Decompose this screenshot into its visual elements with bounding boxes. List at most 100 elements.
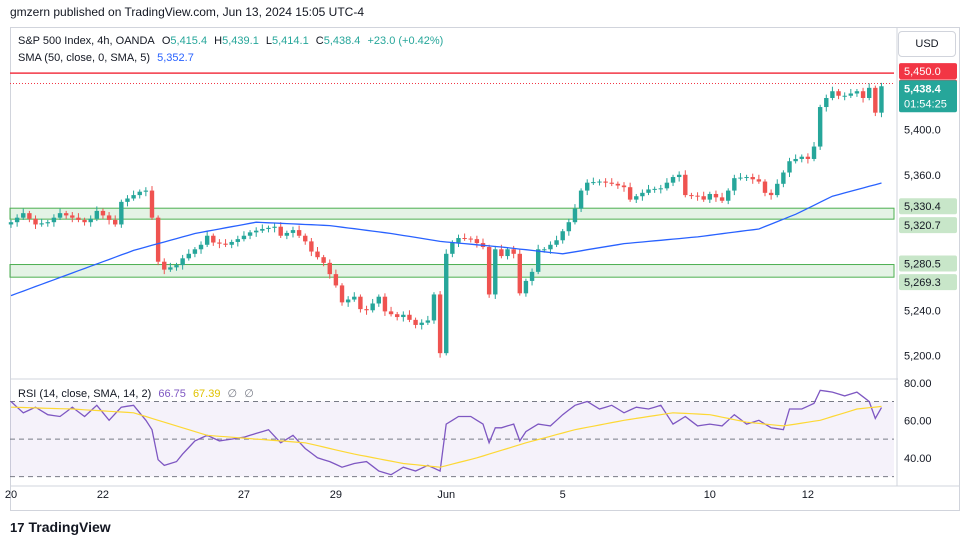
candle-body [284, 232, 290, 236]
sma-label: SMA (50, close, 0, SMA, 5) [18, 52, 151, 64]
candle-body [566, 222, 572, 232]
candle-body [70, 215, 75, 218]
rsi-sma-value: 67.39 [192, 388, 221, 400]
candle-body [781, 172, 786, 184]
support-zone-1 [9, 264, 895, 278]
candle-body [572, 208, 578, 223]
candle-body [646, 189, 651, 193]
rsi-tick-label: 80.00 [904, 378, 932, 390]
candle-body [437, 294, 443, 354]
candle-body [296, 230, 302, 236]
candle-body [511, 249, 516, 254]
candle-body [830, 91, 835, 98]
candle-body [817, 107, 823, 147]
candle-body [388, 311, 394, 315]
candle-body [732, 178, 737, 191]
candle-body [198, 244, 204, 250]
candle-body [542, 249, 547, 251]
rsi-line [10, 389, 883, 476]
price-label-bg [899, 80, 957, 113]
candle-body [609, 182, 614, 184]
publisher-note: gmzern published on TradingView.com, Jun… [10, 5, 364, 19]
candle-body [762, 181, 768, 193]
rsi-tick-label: 60.00 [904, 415, 932, 427]
candle-body [155, 217, 161, 262]
candle-body [707, 193, 713, 200]
candle-body [352, 296, 357, 300]
candle-body [676, 174, 682, 178]
candle-body [235, 239, 241, 242]
candle-body [358, 296, 363, 310]
candle-body [247, 232, 253, 236]
candle-body [125, 198, 130, 202]
candle-body [867, 87, 872, 98]
support-zone-0 [9, 207, 895, 220]
candle-body [229, 241, 234, 245]
candle-body [603, 181, 608, 183]
candle-body [149, 190, 155, 218]
candle-body [499, 249, 504, 257]
candle-body [615, 183, 621, 186]
candle-body [100, 210, 106, 216]
candle-body [627, 187, 633, 200]
sma-line [10, 182, 882, 297]
candle-body [204, 235, 210, 245]
candle-body [560, 231, 565, 241]
candle-body [640, 192, 645, 197]
candle-body [493, 249, 498, 295]
tradingview-logo-icon: 17 [10, 519, 25, 535]
low-value: 5,414.1 [272, 35, 309, 47]
candle-body [401, 314, 406, 318]
price-tick-label: 5,400.0 [904, 125, 941, 137]
currency-button[interactable]: USD [898, 31, 956, 57]
candle-body [106, 215, 112, 220]
candle-body [431, 294, 437, 321]
candle-body [364, 309, 369, 311]
price-label-bg [899, 63, 957, 80]
candle-body [241, 235, 247, 240]
price-tick-label: 5,200.0 [904, 350, 941, 362]
candle-body [174, 265, 179, 268]
candle-body [450, 242, 455, 254]
candle-body [27, 213, 32, 219]
candle-body [634, 196, 639, 200]
change-value: +23.0 (+0.42%) [367, 35, 444, 47]
candle-body [303, 235, 308, 242]
candle-body [33, 218, 38, 225]
price-label-bg [899, 255, 957, 272]
candle-body [63, 213, 69, 216]
candle-body [670, 177, 676, 183]
rsi-label: RSI (14, close, SMA, 14, 2) [18, 388, 152, 400]
price-label: 5,280.5 [904, 259, 941, 271]
price-label: 5,450.0 [904, 66, 941, 78]
candle-body [394, 314, 400, 318]
tradingview-footer: 17 TradingView [10, 519, 111, 535]
candle-body [119, 201, 124, 225]
price-label: 5,320.7 [904, 220, 941, 232]
candle-body [315, 251, 320, 258]
candle-body [382, 296, 388, 312]
footer-brand: TradingView [28, 519, 111, 535]
candle-body [327, 262, 332, 275]
candle-body [272, 226, 277, 228]
price-tick-label: 5,240.0 [904, 305, 941, 317]
high-value: 5,439.1 [222, 35, 259, 47]
candle-body [82, 219, 87, 223]
candle-body [695, 195, 700, 197]
candle-body [689, 195, 694, 197]
open-value: 5,415.4 [170, 35, 208, 47]
candle-body [793, 158, 798, 162]
candle-body [419, 322, 424, 325]
candle-body [848, 93, 854, 96]
candle-body [339, 285, 345, 303]
candle-body [585, 182, 590, 191]
candle-body [266, 227, 271, 229]
price-label: 5,438.4 [904, 83, 942, 95]
candle-body [879, 86, 884, 113]
candle-body [535, 249, 541, 272]
candle-body [591, 182, 596, 184]
symbol-label: S&P 500 Index, 4h, OANDA [18, 35, 155, 47]
time-tick-label: 5 [560, 489, 566, 501]
candle-body [873, 87, 878, 113]
